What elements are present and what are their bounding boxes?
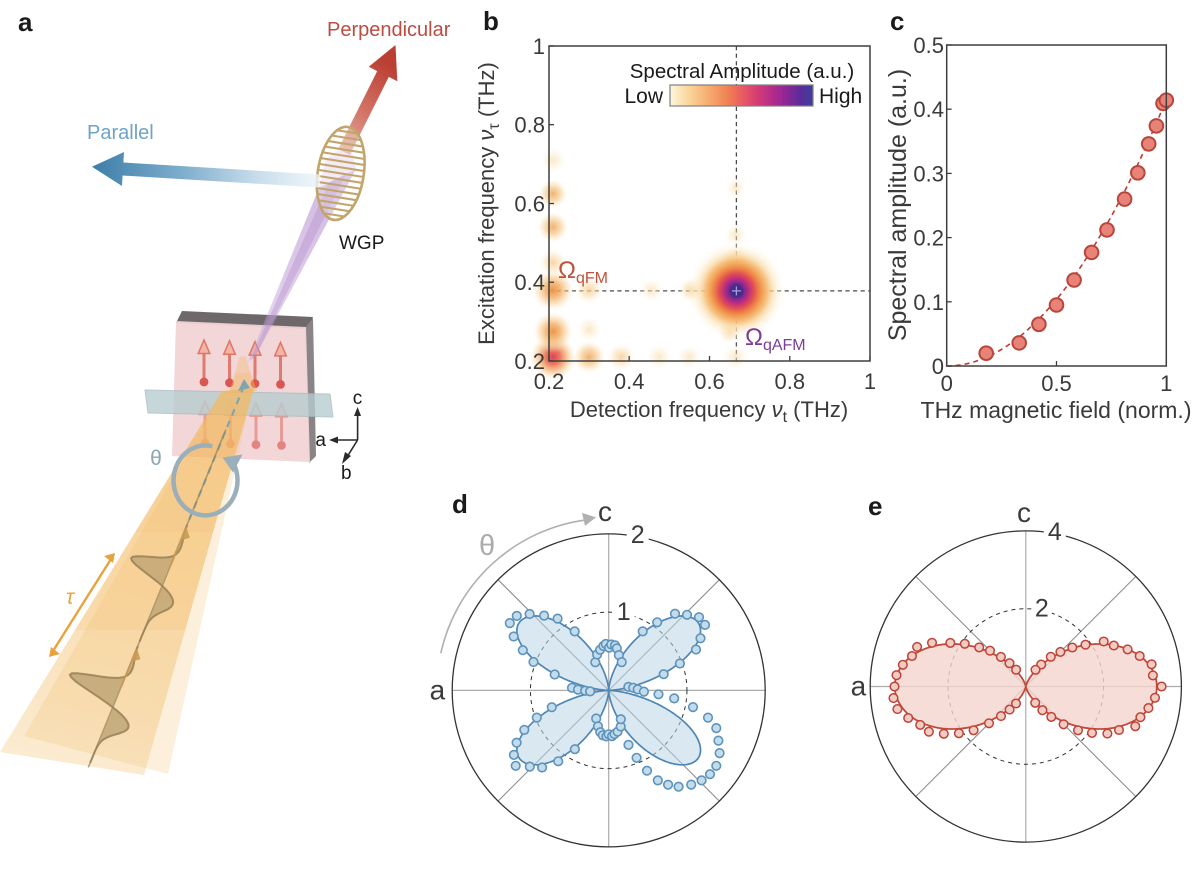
svg-text:1: 1 xyxy=(864,369,876,394)
svg-text:0: 0 xyxy=(932,354,944,379)
svg-text:0.6: 0.6 xyxy=(694,369,725,394)
svg-text:0.4: 0.4 xyxy=(514,270,545,295)
svg-text:θ: θ xyxy=(479,530,495,562)
svg-text:a: a xyxy=(851,671,867,702)
svg-text:Spectral amplitude (a.u.): Spectral amplitude (a.u.) xyxy=(884,69,912,341)
svg-text:a: a xyxy=(315,430,326,451)
svg-text:WGP: WGP xyxy=(339,233,384,254)
svg-text:0.2: 0.2 xyxy=(534,369,565,394)
svg-text:0.8: 0.8 xyxy=(514,113,545,138)
svg-text:c: c xyxy=(890,6,904,36)
svg-text:c: c xyxy=(598,496,612,527)
svg-text:High: High xyxy=(819,85,862,108)
svg-text:Parallel: Parallel xyxy=(87,122,154,144)
svg-text:4: 4 xyxy=(1048,518,1062,546)
svg-text:0.1: 0.1 xyxy=(913,290,944,315)
svg-text:0.5: 0.5 xyxy=(1041,371,1072,396)
svg-text:Perpendicular: Perpendicular xyxy=(327,19,451,41)
svg-text:THz magnetic field (norm.): THz magnetic field (norm.) xyxy=(921,397,1192,423)
svg-text:0.5: 0.5 xyxy=(913,33,944,58)
svg-text:0.2: 0.2 xyxy=(514,349,545,374)
svg-text:θ: θ xyxy=(150,447,162,470)
svg-text:Excitation frequency ντ (THz): Excitation frequency ντ (THz) xyxy=(474,62,503,345)
svg-text:e: e xyxy=(868,491,882,521)
svg-text:Low: Low xyxy=(624,85,663,108)
svg-text:τ: τ xyxy=(66,586,75,609)
svg-text:0.2: 0.2 xyxy=(913,226,944,251)
svg-text:a: a xyxy=(430,674,446,705)
svg-text:c: c xyxy=(353,388,363,409)
svg-text:0.4: 0.4 xyxy=(913,97,944,122)
svg-text:Detection frequency νt (THz): Detection frequency νt (THz) xyxy=(570,397,848,426)
svg-text:1: 1 xyxy=(533,34,545,59)
svg-text:Spectral Amplitude (a.u.): Spectral Amplitude (a.u.) xyxy=(630,60,854,83)
svg-text:c: c xyxy=(1017,497,1031,528)
svg-text:0: 0 xyxy=(941,371,953,396)
svg-text:a: a xyxy=(18,7,33,37)
svg-text:0.4: 0.4 xyxy=(614,369,645,394)
svg-text:1: 1 xyxy=(1160,371,1172,396)
svg-text:b: b xyxy=(483,6,499,36)
svg-text:d: d xyxy=(452,489,468,519)
svg-text:2: 2 xyxy=(631,521,645,549)
svg-text:2: 2 xyxy=(1035,595,1049,623)
svg-text:b: b xyxy=(341,463,352,484)
svg-text:1: 1 xyxy=(617,598,631,626)
svg-text:0.6: 0.6 xyxy=(514,192,545,217)
svg-text:0.8: 0.8 xyxy=(775,369,806,394)
svg-text:0.3: 0.3 xyxy=(913,161,944,186)
